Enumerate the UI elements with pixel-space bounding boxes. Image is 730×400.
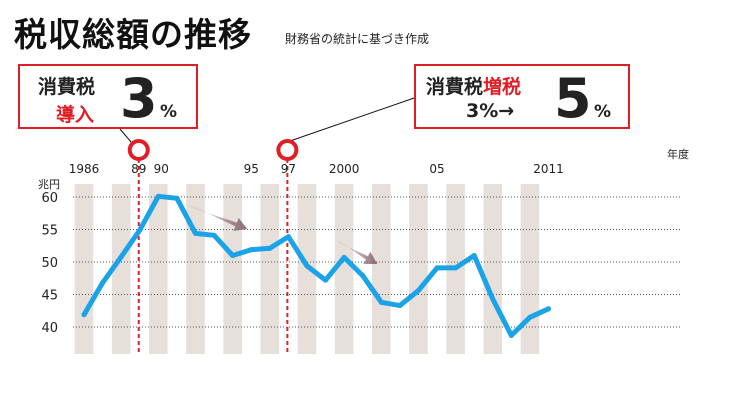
data-point — [378, 299, 384, 305]
stripe-band — [223, 184, 242, 354]
stripe-band — [334, 184, 354, 354]
event-ring — [276, 139, 299, 161]
callout-connector — [119, 128, 134, 145]
data-point — [397, 303, 403, 309]
callout-left-unit: % — [160, 102, 178, 122]
x-tick-label: 97 — [281, 162, 296, 176]
data-point — [508, 332, 514, 338]
stripe-band — [371, 184, 391, 354]
callout-tax-introduction: 消費税 導入 3 % — [18, 64, 198, 129]
callout-connector-group — [119, 96, 418, 145]
x-tick-label: 95 — [244, 162, 259, 176]
data-point — [527, 314, 533, 320]
trend-arrow-group — [187, 203, 378, 265]
data-point — [137, 227, 143, 233]
x-tick-label: 2000 — [329, 162, 360, 176]
callout-right-unit: % — [594, 102, 612, 122]
event-ring — [127, 139, 150, 161]
x-tick-label: 05 — [429, 162, 444, 176]
data-point — [267, 245, 273, 251]
x-axis-unit-label: 年度 — [667, 147, 689, 161]
data-point — [81, 312, 87, 318]
data-point — [415, 288, 421, 294]
callout-right-value: 5 — [554, 67, 592, 130]
callout-right-line1-a: 消費税 — [426, 76, 484, 98]
data-point — [174, 195, 180, 201]
callout-right-line1: 消費税増税 — [426, 72, 521, 99]
callout-tax-increase: 消費税増税 3%→ 5 % — [414, 64, 630, 129]
stripe-band — [149, 184, 168, 354]
stripe-band — [520, 184, 540, 354]
callout-left-line1: 消費税 — [38, 76, 96, 98]
x-tick-label: 89 — [131, 162, 146, 176]
data-point — [453, 265, 459, 271]
y-tick-label: 50 — [41, 256, 58, 271]
y-axis-unit-label: 兆円 — [38, 178, 60, 191]
data-point — [230, 253, 236, 258]
stripe-band — [483, 184, 503, 354]
data-point — [471, 253, 477, 258]
data-point — [192, 230, 198, 236]
stripe-band — [409, 184, 428, 354]
data-point — [248, 247, 254, 253]
callout-right-line2: 3%→ — [466, 100, 515, 122]
stripe-band — [260, 184, 280, 354]
callout-right-line1-b: 増税 — [483, 76, 522, 98]
page-title: 税収総額の推移 — [14, 15, 252, 54]
data-point — [341, 254, 347, 260]
data-point — [323, 277, 329, 283]
x-tick-label: 90 — [154, 162, 169, 176]
data-point — [100, 280, 106, 286]
data-point — [490, 296, 496, 302]
data-point — [546, 306, 551, 312]
series-line-group — [81, 193, 551, 338]
series-line-tax-revenue — [81, 193, 551, 338]
callout-left-value: 3 — [120, 67, 158, 130]
trend-arrow — [336, 238, 378, 265]
page-subtitle: 財務省の統計に基づき作成 — [285, 32, 430, 46]
data-point — [211, 232, 217, 238]
gridline-group — [73, 196, 682, 328]
x-tick-label: 1986 — [69, 162, 100, 176]
event-marker-group — [127, 139, 299, 355]
data-point — [285, 234, 291, 240]
y-tick-label: 45 — [41, 289, 58, 304]
callout-left-line2: 導入 — [56, 104, 95, 126]
data-point — [155, 193, 161, 199]
stripe-band — [186, 184, 205, 354]
y-tick-label: 60 — [41, 191, 58, 206]
callout-connector — [281, 96, 418, 145]
data-point — [434, 265, 440, 271]
y-tick-label: 55 — [41, 224, 58, 239]
y-tick-label: 40 — [41, 321, 58, 336]
data-point — [304, 263, 310, 269]
data-point — [118, 254, 124, 260]
stripe-band — [74, 184, 94, 354]
data-point — [360, 273, 366, 279]
x-tick-label: 2011 — [533, 162, 564, 176]
trend-arrow — [187, 203, 248, 232]
stripe-band — [111, 184, 131, 354]
